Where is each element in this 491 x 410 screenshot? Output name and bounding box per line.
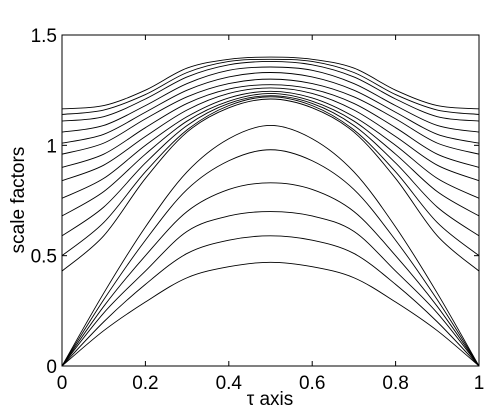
x-tick-label: 0 bbox=[57, 373, 68, 394]
series-line-7 bbox=[61, 84, 480, 168]
x-tick-label: 1 bbox=[474, 373, 485, 394]
series-line-5 bbox=[61, 72, 480, 144]
series-line-6 bbox=[61, 78, 480, 155]
y-tick-label: 1.5 bbox=[31, 26, 57, 47]
y-ticks-group: 0 0.5 1 1.5 bbox=[31, 26, 479, 378]
x-tick-label: 0.2 bbox=[132, 373, 158, 394]
plot-frame bbox=[61, 34, 480, 367]
x-ticks-group: 0 0.2 0.4 0.6 0.8 1 bbox=[57, 35, 485, 394]
series-line-13 bbox=[61, 98, 480, 272]
x-tick-label: 0.6 bbox=[299, 373, 325, 394]
y-tick-label: 0 bbox=[46, 357, 57, 378]
series-line-4 bbox=[61, 66, 480, 133]
x-tick-label: 0.8 bbox=[382, 373, 408, 394]
y-tick-label: 0.5 bbox=[31, 247, 57, 268]
series-line-2 bbox=[61, 58, 480, 115]
series-line-14 bbox=[61, 125, 480, 367]
x-axis-label: τ axis bbox=[247, 389, 294, 410]
series-line-17 bbox=[61, 211, 480, 367]
x-tick-label: 0.4 bbox=[216, 373, 243, 394]
series-line-12 bbox=[61, 96, 480, 257]
series-line-10 bbox=[61, 93, 480, 217]
series-line-15 bbox=[61, 149, 480, 367]
series-line-16 bbox=[61, 182, 480, 367]
y-axis-label: scale factors bbox=[8, 147, 29, 254]
series-line-1 bbox=[61, 56, 480, 110]
series-line-8 bbox=[61, 87, 480, 182]
series-line-11 bbox=[61, 95, 480, 237]
series-line-19 bbox=[61, 261, 480, 367]
series-line-3 bbox=[61, 61, 480, 122]
series-line-18 bbox=[61, 235, 480, 367]
y-tick-label: 1 bbox=[46, 136, 57, 157]
series-line-9 bbox=[61, 90, 480, 199]
curves-group bbox=[61, 56, 480, 367]
